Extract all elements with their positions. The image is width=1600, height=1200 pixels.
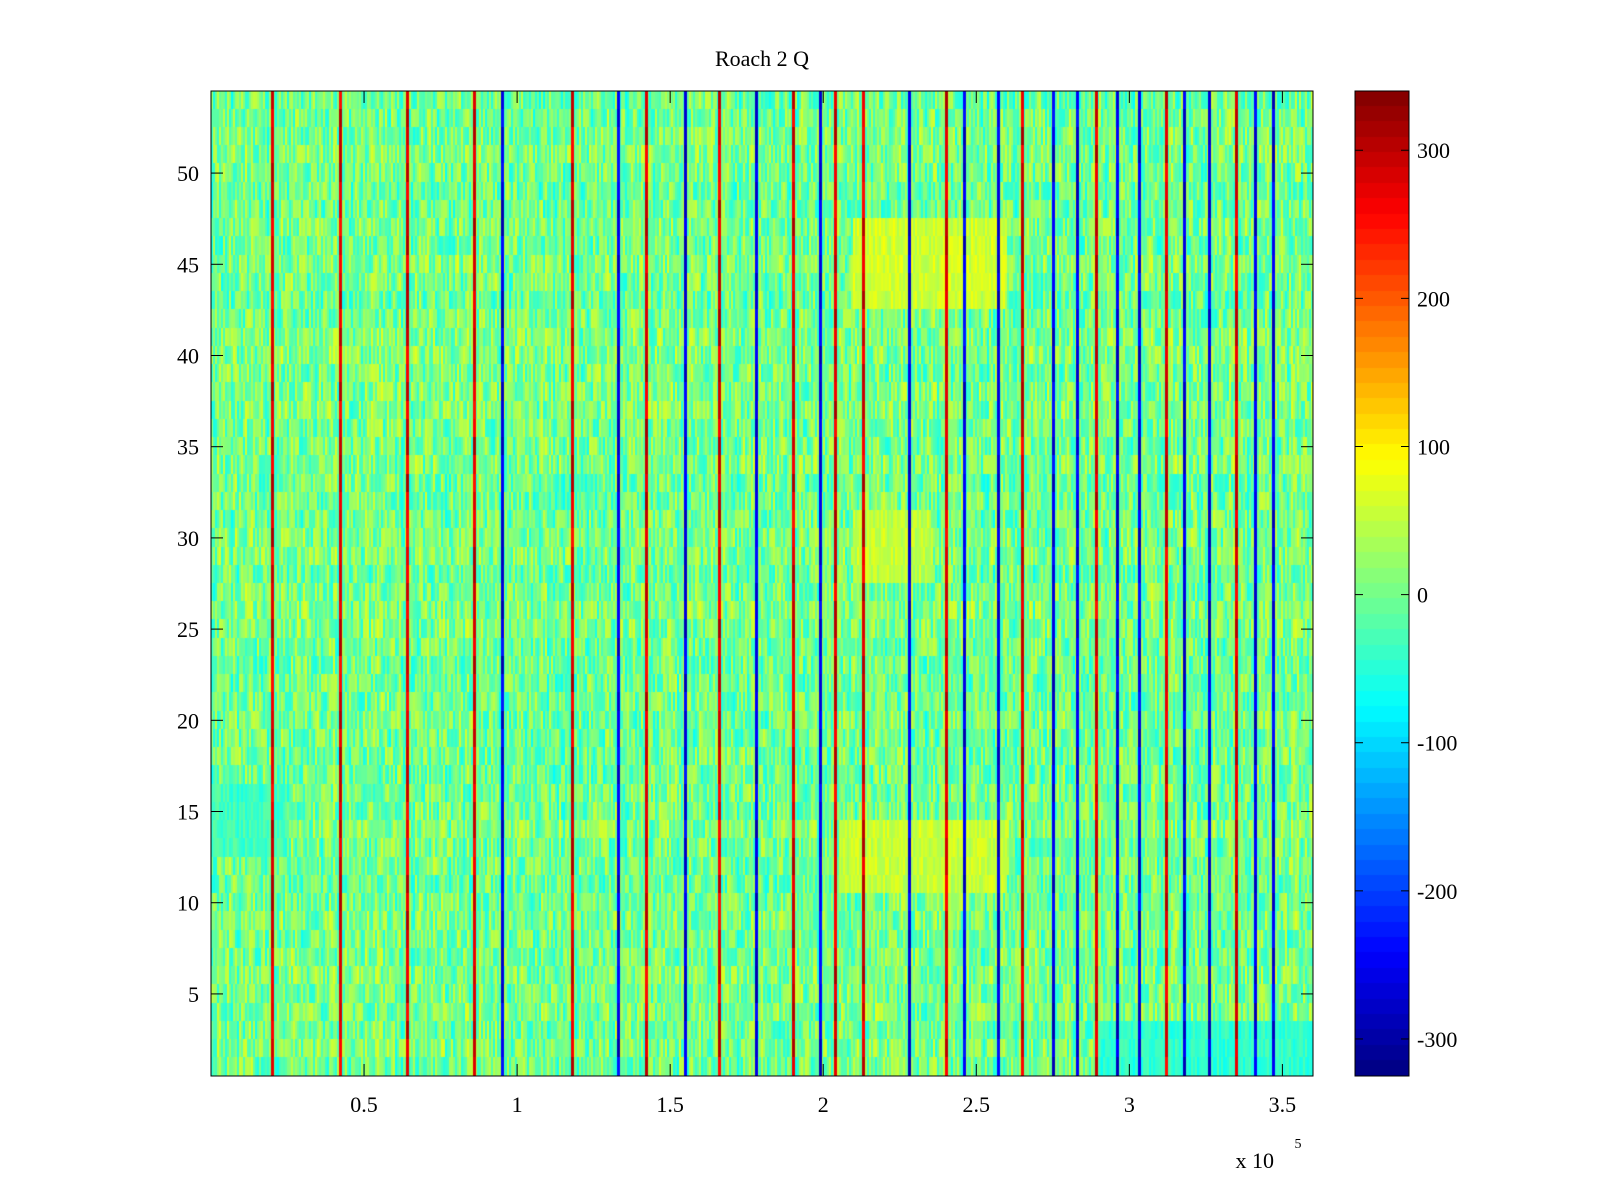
y-tick-label: 40 [177, 343, 199, 368]
y-tick-label: 35 [177, 435, 199, 460]
x-tick-label: 1 [512, 1092, 523, 1117]
x-multiplier-base: x 10 [1236, 1148, 1275, 1173]
y-tick-label: 10 [177, 891, 199, 916]
colorbar-tick-label: 100 [1417, 434, 1450, 459]
x-tick-label: 3.5 [1269, 1092, 1297, 1117]
x-tick-label: 2.5 [963, 1092, 991, 1117]
x-tick-label: 1.5 [656, 1092, 684, 1117]
colorbar-tick-label: 300 [1417, 138, 1450, 163]
y-tick-label: 20 [177, 708, 199, 733]
y-tick-label: 25 [177, 617, 199, 642]
y-tick-label: 50 [177, 161, 199, 186]
x-axis: 0.5 1 1.5 2 2.5 3 3.5 [350, 91, 1296, 1117]
colorbar-tick-label: -100 [1417, 731, 1457, 756]
heatmap-image [211, 91, 1313, 1076]
colorbar-tick-label: -200 [1417, 879, 1457, 904]
colorbar-tick-label: 0 [1417, 583, 1428, 608]
colorbar-gradient [1355, 91, 1409, 1076]
y-tick-label: 15 [177, 800, 199, 825]
y-tick-label: 30 [177, 526, 199, 551]
colorbar-tick-label: -300 [1417, 1027, 1457, 1052]
chart-title: Roach 2 Q [715, 46, 809, 71]
plot-area-frame [210, 90, 1314, 1077]
x-tick-label: 2 [818, 1092, 829, 1117]
y-tick-label: 5 [188, 982, 199, 1007]
colorbar-frame [1354, 90, 1410, 1077]
x-multiplier-exponent: 5 [1295, 1137, 1302, 1152]
y-tick-label: 45 [177, 252, 199, 277]
colorbar-axis: -300 -200 -100 0 100 200 300 [1355, 138, 1457, 1052]
colorbar-tick-label: 200 [1417, 286, 1450, 311]
x-tick-label: 3 [1124, 1092, 1135, 1117]
x-tick-label: 0.5 [350, 1092, 378, 1117]
y-axis: 5 10 15 20 25 30 35 40 45 50 [177, 161, 1313, 1007]
